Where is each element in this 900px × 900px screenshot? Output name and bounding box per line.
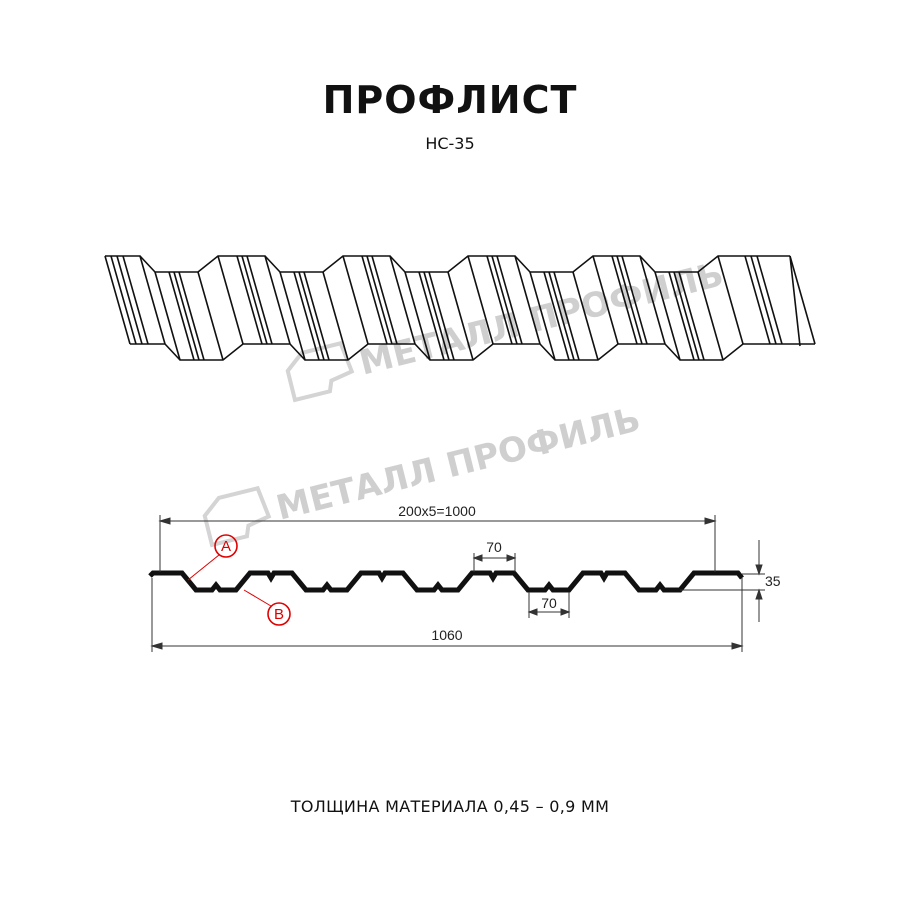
sheet-rib-line bbox=[744, 255, 771, 345]
sheet-fold-line bbox=[279, 271, 306, 361]
callout-a-label: A bbox=[221, 538, 231, 555]
sheet-rib-line bbox=[750, 255, 777, 345]
sheet-fold-line bbox=[404, 271, 431, 361]
dimension-height: 35 bbox=[765, 573, 781, 589]
watermark-text: МЕТАЛЛ ПРОФИЛЬ bbox=[355, 254, 727, 383]
sheet-fold-line bbox=[197, 271, 224, 361]
material-thickness: ТОЛЩИНА МАТЕРИАЛА 0,45 – 0,9 ММ bbox=[290, 797, 610, 816]
sheet-rib-line bbox=[423, 271, 450, 361]
sheet-rib-line bbox=[616, 255, 643, 345]
sheet-fold-line bbox=[217, 255, 244, 345]
dimension-lines bbox=[150, 515, 765, 652]
sheet-rib-line bbox=[122, 255, 149, 345]
dimension-bottom-shelf: 70 bbox=[541, 595, 557, 611]
dimension-full-width: 1060 bbox=[431, 627, 462, 643]
sheet-rib-line bbox=[116, 255, 143, 345]
callout-a bbox=[187, 534, 238, 581]
sheet-rib-line bbox=[178, 271, 205, 361]
sheet-rib-line bbox=[553, 271, 580, 361]
sheet-rib-line bbox=[491, 255, 518, 345]
sheet-rib-line bbox=[246, 255, 273, 345]
sheet-rib-line bbox=[678, 271, 705, 361]
sheet-fold-line bbox=[592, 255, 619, 345]
sheet-rib-line bbox=[366, 255, 393, 345]
page-title: ПРОФЛИСТ bbox=[322, 78, 578, 122]
sheet-fold-line bbox=[639, 255, 666, 345]
sheet-rib-line bbox=[486, 255, 513, 345]
callout-b-label: B bbox=[274, 606, 284, 623]
sheet-fold-line bbox=[697, 271, 724, 361]
sheet-rib-line bbox=[496, 255, 523, 345]
sheet-fold-line bbox=[467, 255, 494, 345]
sheet-fold-line bbox=[264, 255, 291, 345]
sheet-rib-line bbox=[173, 271, 200, 361]
sheet-fold-line bbox=[789, 255, 816, 345]
sheet-fold-line bbox=[447, 271, 474, 361]
sheet-rib-line bbox=[168, 271, 195, 361]
sheet-rib-line bbox=[418, 271, 445, 361]
sheet-fold-line bbox=[717, 255, 744, 345]
sheet-fold-line bbox=[389, 255, 416, 345]
sheet-rib-line bbox=[673, 271, 700, 361]
model-name: НС-35 bbox=[425, 134, 475, 153]
sheet-rib-line bbox=[303, 271, 330, 361]
sheet-fold-line bbox=[154, 271, 181, 361]
sheet-rib-line bbox=[428, 271, 455, 361]
dimension-top-shelf: 70 bbox=[486, 539, 502, 555]
sheet-rib-line bbox=[621, 255, 648, 345]
sheet-rib-line bbox=[241, 255, 268, 345]
sheet-fold-line bbox=[514, 255, 541, 345]
sheet-rib-line bbox=[110, 255, 137, 345]
sheet-rib-line bbox=[361, 255, 388, 345]
sheet-3d-view bbox=[104, 255, 816, 361]
dimension-pitch-total: 200x5=1000 bbox=[398, 503, 476, 519]
callout-b bbox=[243, 589, 291, 626]
sheet-rib-line bbox=[543, 271, 570, 361]
sheet-rib-line bbox=[236, 255, 263, 345]
sheet-fold-line bbox=[572, 271, 599, 361]
sheet-top-edge bbox=[105, 255, 790, 273]
watermark-bottom: МЕТАЛЛ ПРОФИЛЬ bbox=[202, 399, 645, 548]
sheet-rib-line bbox=[298, 271, 325, 361]
sheet-fold-line bbox=[654, 271, 681, 361]
sheet-fold-line bbox=[104, 255, 131, 345]
sheet-bottom-edge bbox=[130, 343, 815, 361]
sheet-rib-line bbox=[371, 255, 398, 345]
watermark-logo-icon bbox=[285, 340, 355, 403]
cross-section-profile bbox=[148, 570, 744, 593]
sheet-fold-line bbox=[529, 271, 556, 361]
sheet-rib-line bbox=[611, 255, 638, 345]
sheet-fold-line bbox=[342, 255, 369, 345]
sheet-rib-line bbox=[668, 271, 695, 361]
watermark-logo-icon bbox=[202, 485, 272, 548]
sheet-rib-line bbox=[293, 271, 320, 361]
sheet-rib-line bbox=[756, 255, 783, 345]
sheet-rib-line bbox=[548, 271, 575, 361]
sheet-right-edge bbox=[789, 255, 801, 347]
sheet-fold-line bbox=[139, 255, 166, 345]
sheet-fold-line bbox=[322, 271, 349, 361]
